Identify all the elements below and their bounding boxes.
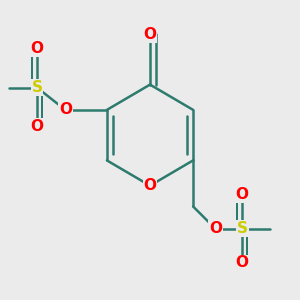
Text: O: O xyxy=(236,187,249,202)
Text: O: O xyxy=(236,255,249,270)
Text: O: O xyxy=(143,27,157,42)
Text: O: O xyxy=(59,102,72,117)
Text: O: O xyxy=(143,178,157,193)
Text: O: O xyxy=(31,119,44,134)
Text: S: S xyxy=(32,80,43,95)
Text: O: O xyxy=(31,41,44,56)
Text: O: O xyxy=(209,221,222,236)
Text: S: S xyxy=(237,221,248,236)
